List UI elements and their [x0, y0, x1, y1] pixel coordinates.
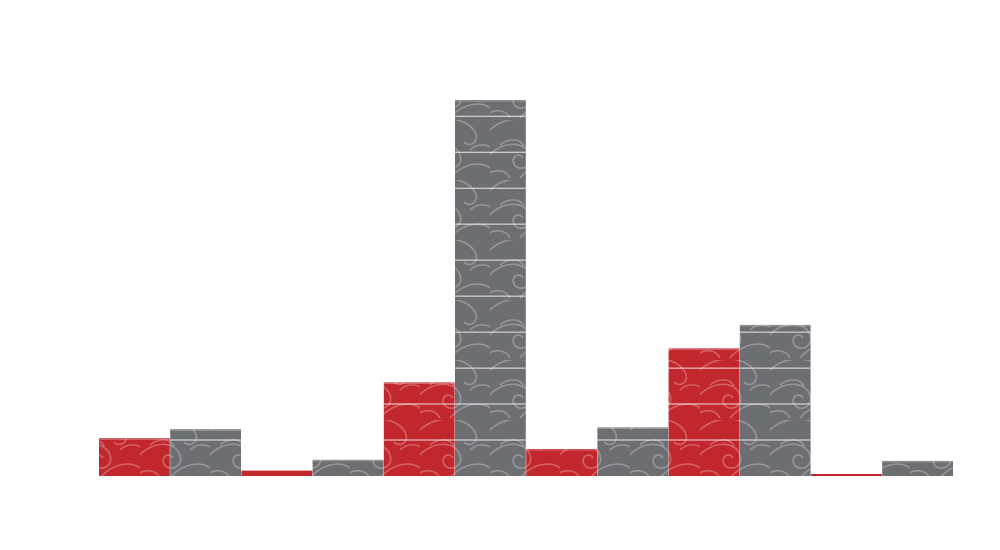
bar-pattern-series1-cat5 — [668, 348, 740, 476]
bar-pattern-series2-cat1 — [170, 429, 241, 476]
bar-series1-cat6 — [811, 474, 882, 476]
bar-pattern-series1-cat1 — [99, 438, 170, 476]
bar-pattern-series2-cat4 — [597, 427, 669, 476]
bar-pattern-series2-cat6 — [882, 460, 953, 476]
bar-series1-cat2 — [241, 470, 313, 476]
bar-pattern-series2-cat2 — [312, 459, 384, 476]
bars-group — [99, 100, 953, 476]
bar-pattern-series1-cat4 — [526, 449, 597, 476]
bar-pattern-series2-cat5 — [739, 324, 811, 476]
bar-pattern-series1-cat3 — [383, 382, 455, 476]
bar-pattern-series2-cat3 — [455, 100, 526, 476]
